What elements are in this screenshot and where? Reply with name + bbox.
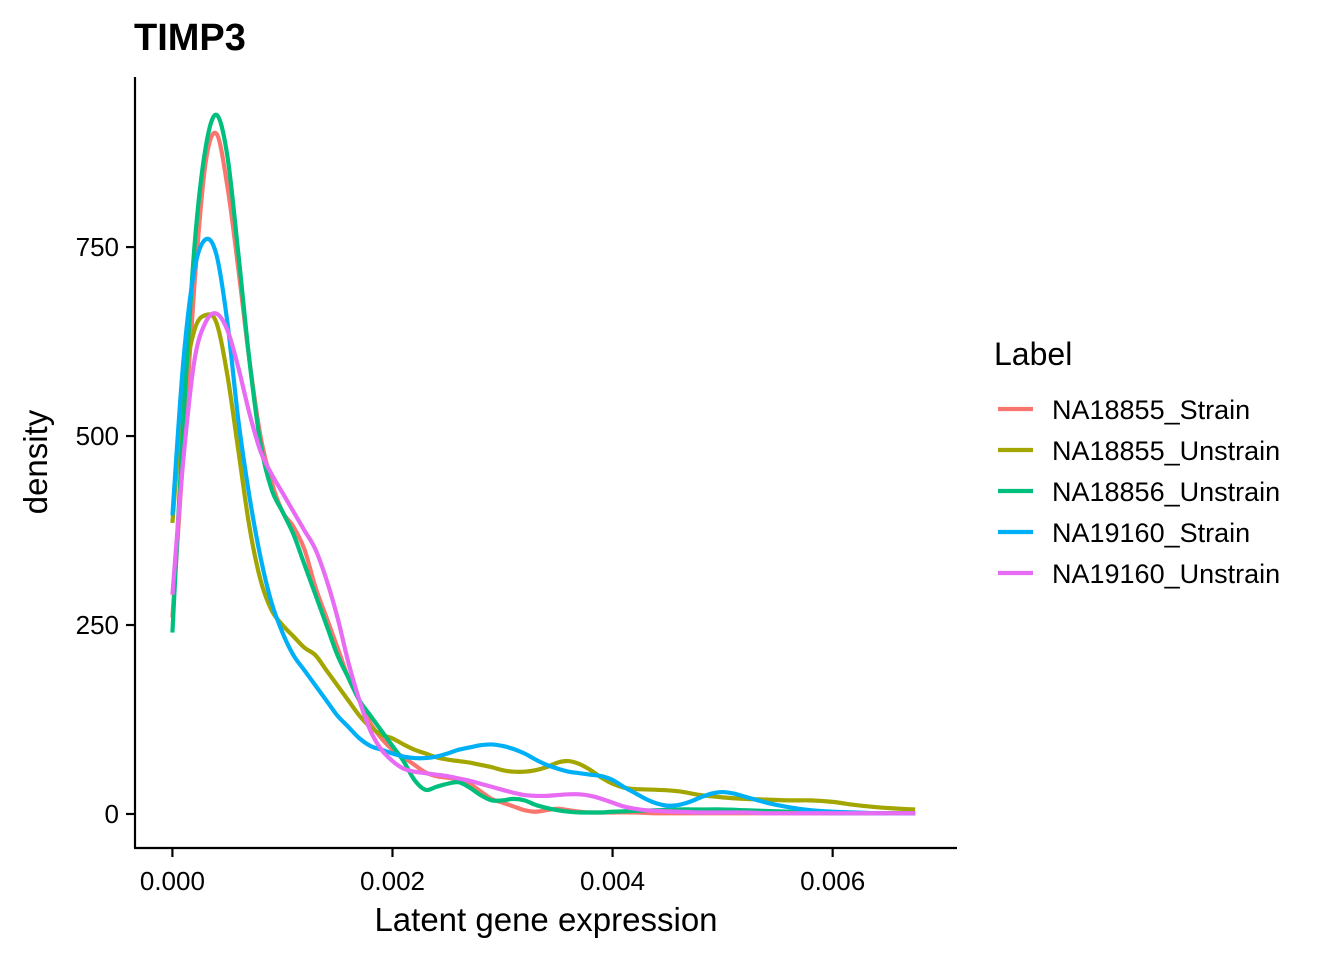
legend-label: NA19160_Strain [1052,518,1250,548]
x-axis-ticks: 0.000 0.002 0.004 0.006 [140,848,865,896]
series-line-na19160-strain [170,236,916,816]
y-tick-label: 250 [76,610,119,640]
legend-title: Label [994,336,1072,372]
legend-label: NA18856_Unstrain [1052,477,1280,507]
plot-area [170,112,916,816]
y-tick-label: 0 [105,799,119,829]
legend-label: NA19160_Unstrain [1052,559,1280,589]
chart-title: TIMP3 [134,17,246,59]
x-tick-label: 0.006 [800,866,865,896]
series-line-na18855-strain [170,130,916,816]
series-line-na18855-unstrain [170,312,916,812]
x-tick-label: 0.002 [360,866,425,896]
legend-label: NA18855_Unstrain [1052,436,1280,466]
legend: Label NA18855_StrainNA18855_UnstrainNA18… [994,336,1280,589]
y-tick-label: 500 [76,421,119,451]
y-axis-ticks: 0 250 500 750 [76,232,135,829]
x-axis-title: Latent gene expression [374,901,717,938]
y-axis-title: density [17,409,54,514]
x-tick-label: 0.000 [140,866,205,896]
legend-label: NA18855_Strain [1052,395,1250,425]
y-tick-label: 750 [76,232,119,262]
series-line-na19160-unstrain [170,311,916,816]
x-tick-label: 0.004 [580,866,645,896]
legend-items: NA18855_Strain NA18855_Unstrain NA18856_Un… [998,395,1280,589]
series-line-na18856-unstrain [170,112,916,816]
